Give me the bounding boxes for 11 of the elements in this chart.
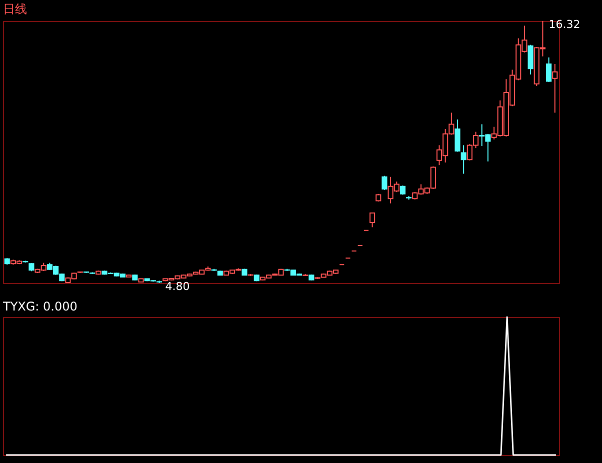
candlestick xyxy=(528,44,534,75)
candlestick xyxy=(382,175,388,190)
annotation: 4.80 xyxy=(165,280,190,293)
annotation: 16.32 xyxy=(548,18,580,31)
candlestick xyxy=(552,63,558,114)
candlestick xyxy=(370,212,376,228)
chart-title: TYXG: 0.000 xyxy=(2,299,78,314)
candlestick xyxy=(460,144,466,174)
chart-title: 日线 xyxy=(3,2,27,16)
candlestick xyxy=(454,119,460,152)
candlestick xyxy=(546,56,552,83)
